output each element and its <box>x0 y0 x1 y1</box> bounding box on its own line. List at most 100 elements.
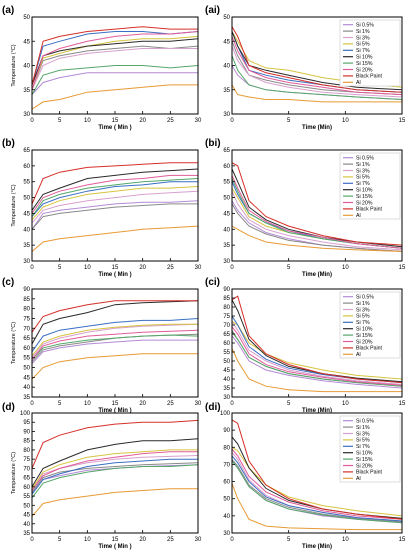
legend-label: Si 10% <box>356 188 373 194</box>
plot-frame <box>231 412 403 534</box>
panel-label: (d) <box>2 402 15 413</box>
legend-label: Si 0.5% <box>356 419 374 425</box>
y-tick-label: 30 <box>23 112 30 118</box>
y-tick-label: 60 <box>223 341 230 347</box>
panel-ci: (ci) 0 5 10 15 30 35 40 45 50 55 60 65 70 75 80 85 90 Time… <box>205 277 406 414</box>
series-line-al <box>31 225 199 252</box>
series-line-si-20- <box>31 31 199 90</box>
series-group <box>231 419 403 531</box>
x-axis-label: Time (Min) <box>302 125 332 131</box>
y-tick-label: 70 <box>23 326 30 332</box>
x-tick-label: 15 <box>112 265 119 271</box>
series-line-si-20- <box>31 329 199 361</box>
x-axis-label: Time (Min) <box>302 408 332 414</box>
series-line-si-5- <box>31 449 198 489</box>
y-tick-label: 90 <box>223 428 230 434</box>
series-line-si-1- <box>31 203 198 230</box>
x-tick-label: 15 <box>112 118 119 124</box>
series-line-al <box>31 488 198 517</box>
y-tick-label: 35 <box>23 243 30 249</box>
y-axis-label: Temperature (°C) <box>11 44 17 86</box>
panel-bi: (bi) 0 5 10 15 30 35 40 45 50 55 60 65 Time (Min) Si 0… <box>205 138 406 278</box>
y-axis-label: Temperature (°C) <box>11 322 17 364</box>
series-line-si-20- <box>231 326 403 386</box>
series-line-si-3- <box>31 455 199 491</box>
series-line-si-20- <box>31 174 198 214</box>
x-tick-label: 15 <box>112 537 119 543</box>
y-tick-label: 85 <box>223 296 230 302</box>
x-tick-label: 5 <box>58 118 62 124</box>
y-tick-label: 95 <box>23 420 30 426</box>
y-tick-label: 70 <box>223 462 230 468</box>
series-line-si-15- <box>31 464 199 499</box>
series-line-si-20- <box>231 175 403 249</box>
panel-c: (c) 0 5 10 15 20 25 30 35 40 45 50 55 60 65 70 75 80 85 90 T… <box>2 277 202 414</box>
y-tick-label: 45 <box>223 211 230 217</box>
legend-label: Al <box>356 476 361 482</box>
legend: Si 0.5%Si 1%Si 3%Si 5%Si 7%Si 10%Si 15%S… <box>339 415 401 483</box>
y-tick-label: 40 <box>23 522 30 528</box>
x-tick-label: 0 <box>30 118 34 124</box>
legend-label: Si 0.5% <box>356 23 374 29</box>
y-tick-label: 90 <box>23 429 30 435</box>
y-tick-label: 30 <box>23 259 30 265</box>
y-tick-label: 45 <box>23 39 30 45</box>
series-line-si-10- <box>231 31 403 91</box>
x-tick-label: 30 <box>195 118 202 124</box>
series-line-si-3- <box>231 321 403 385</box>
y-tick-label: 80 <box>23 307 30 313</box>
y-tick-label: 45 <box>223 368 230 374</box>
panel-label: (bi) <box>205 138 221 149</box>
series-line-si-5- <box>31 35 199 90</box>
series-line-si-3- <box>231 45 403 98</box>
legend-label: Si 3% <box>356 307 370 313</box>
y-tick-label: 80 <box>23 448 30 454</box>
y-tick-label: 55 <box>23 494 30 500</box>
panel-label: (c) <box>2 277 14 288</box>
series-group <box>31 26 199 110</box>
y-tick-label: 35 <box>223 386 230 392</box>
series-group <box>231 26 403 103</box>
panel-label: (ai) <box>205 5 220 16</box>
legend-label: Si 10% <box>356 55 373 61</box>
x-tick-label: 25 <box>167 401 174 407</box>
plot-frame <box>231 149 403 262</box>
x-tick-label: 30 <box>195 265 202 271</box>
series-group <box>231 295 403 393</box>
series-line-si-3- <box>231 190 403 251</box>
legend-label: Si 0.5% <box>356 295 374 301</box>
x-tick-label: 5 <box>287 401 291 407</box>
series-line-si-0-5- <box>31 200 199 230</box>
x-tick-label: 30 <box>195 537 202 543</box>
y-tick-label: 55 <box>223 180 230 186</box>
legend-label: Al <box>356 213 361 219</box>
legend-label: Black Paint <box>356 470 383 476</box>
legend-label: Si 20% <box>356 67 373 73</box>
series-line-black-paint <box>231 26 403 93</box>
series-line-si-1- <box>231 203 403 252</box>
y-tick-label: 35 <box>23 88 30 94</box>
legend-label: Si 15% <box>356 194 373 200</box>
x-tick-label: 0 <box>230 401 234 407</box>
x-tick-label: 0 <box>230 537 234 543</box>
x-tick-label: 10 <box>342 265 349 271</box>
x-tick-label: 10 <box>84 537 91 543</box>
x-tick-label: 10 <box>342 537 349 543</box>
y-tick-label: 45 <box>223 39 230 45</box>
y-tick-label: 50 <box>23 366 30 372</box>
y-tick-label: 70 <box>23 466 30 472</box>
series-line-si-5- <box>31 323 198 357</box>
x-tick-label: 10 <box>342 401 349 407</box>
x-axis-label: Time (Min) <box>302 544 332 550</box>
series-line-si-15- <box>231 460 403 524</box>
y-tick-label: 65 <box>23 476 30 482</box>
y-tick-label: 35 <box>223 243 230 249</box>
y-tick-label: 55 <box>23 180 30 186</box>
legend-label: Si 0.5% <box>356 156 374 162</box>
panel-label: (a) <box>2 5 14 16</box>
series-line-si-7- <box>31 458 198 495</box>
y-tick-label: 50 <box>223 359 230 365</box>
y-tick-label: 55 <box>223 350 230 356</box>
legend-label: Si 15% <box>356 457 373 463</box>
y-tick-label: 55 <box>23 356 30 362</box>
